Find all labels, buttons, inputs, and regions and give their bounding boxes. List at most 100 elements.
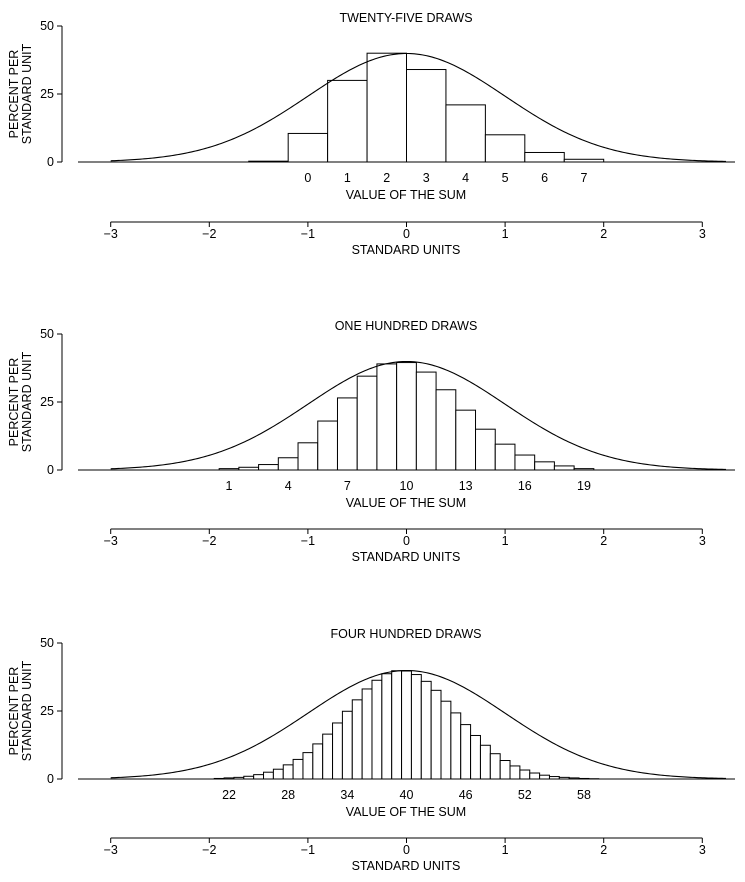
- histogram-bar: [494, 443, 516, 471]
- x-tick-label: 40: [400, 788, 414, 802]
- y-tick-label: 50: [40, 636, 54, 650]
- y-axis-label: PERCENT PER: [7, 50, 21, 139]
- standard-units-tick-label: 1: [502, 227, 509, 241]
- y-tick-label: 25: [40, 395, 54, 409]
- y-tick-label: 50: [40, 19, 54, 33]
- histogram-bar: [302, 752, 314, 780]
- histogram-bar: [376, 363, 398, 471]
- histogram-bar: [410, 674, 422, 780]
- x-tick-label: 34: [340, 788, 354, 802]
- histogram-bar: [415, 371, 437, 471]
- histogram-bar: [479, 744, 491, 780]
- y-tick-label: 0: [47, 772, 54, 786]
- histogram-bar: [272, 768, 284, 780]
- histogram-bar: [351, 699, 363, 780]
- x-tick-label: 2: [383, 171, 390, 185]
- histogram-bar: [341, 710, 353, 780]
- histogram-bar: [356, 375, 378, 471]
- histogram-bar: [489, 753, 501, 780]
- x-tick-label: 6: [541, 171, 548, 185]
- histogram-bar: [524, 151, 565, 163]
- histogram-bar: [420, 680, 432, 780]
- histogram-bar: [277, 457, 299, 471]
- histogram-bar: [445, 104, 486, 163]
- histogram-bar: [317, 420, 338, 471]
- histogram-bar: [371, 679, 383, 780]
- histogram-bar: [573, 468, 595, 471]
- standard-units-tick-label: −2: [202, 534, 216, 548]
- x-tick-label: 58: [577, 788, 591, 802]
- normal-curve: [110, 360, 726, 470]
- histogram-bar: [248, 160, 289, 163]
- panel-title: TWENTY-FIVE DRAWS: [339, 11, 472, 25]
- panel-title: FOUR HUNDRED DRAWS: [331, 627, 482, 641]
- x-tick-label: 7: [344, 479, 351, 493]
- histogram-bar: [430, 689, 442, 780]
- standard-units-tick-label: 3: [699, 227, 706, 241]
- standard-units-tick-label: −1: [301, 227, 315, 241]
- histogram-bar: [213, 777, 225, 780]
- standard-units-tick-label: 3: [699, 843, 706, 857]
- histogram-bar: [312, 743, 324, 780]
- histogram-bar: [578, 777, 590, 780]
- histogram-bar: [440, 700, 452, 780]
- histogram-bar: [514, 454, 536, 471]
- histogram-bar: [233, 776, 245, 780]
- histogram-bar: [282, 764, 294, 780]
- standard-units-tick-label: 0: [403, 227, 410, 241]
- standard-units-tick-label: 1: [502, 534, 509, 548]
- histogram-bar: [396, 362, 417, 471]
- histogram-bar: [258, 464, 279, 471]
- standard-units-label: STANDARD UNITS: [352, 243, 461, 257]
- histogram-bar: [253, 774, 265, 780]
- y-axis-label: PERCENT PER: [7, 358, 21, 447]
- histogram-bar: [558, 776, 570, 780]
- histogram-bar: [435, 389, 457, 471]
- histogram-bar: [563, 158, 605, 163]
- histogram-bar: [327, 79, 368, 163]
- histogram-bar: [322, 733, 334, 780]
- standard-units-label: STANDARD UNITS: [352, 550, 461, 564]
- histogram-bar: [553, 465, 575, 471]
- standard-units-tick-label: 2: [600, 843, 607, 857]
- standard-units-tick-label: −2: [202, 843, 216, 857]
- histogram-bar: [381, 673, 393, 780]
- x-tick-label: 1: [226, 479, 233, 493]
- standard-units-tick-label: −3: [104, 843, 118, 857]
- x-tick-label: 4: [285, 479, 292, 493]
- y-tick-label: 25: [40, 87, 54, 101]
- histogram-bar: [568, 777, 580, 780]
- y-axis-label: STANDARD UNIT: [20, 43, 34, 144]
- standard-units-label: STANDARD UNITS: [352, 859, 461, 873]
- histogram-bar: [238, 466, 260, 471]
- normal-curve: [110, 669, 726, 779]
- standard-units-tick-label: −1: [301, 843, 315, 857]
- x-tick-label: 0: [304, 171, 311, 185]
- histogram-bar: [455, 409, 477, 471]
- y-tick-label: 0: [47, 463, 54, 477]
- x-tick-label: 52: [518, 788, 532, 802]
- y-tick-label: 25: [40, 704, 54, 718]
- histogram-bar: [243, 775, 255, 780]
- histogram-bar: [450, 712, 462, 780]
- histogram-bar: [332, 722, 343, 780]
- y-axis-label: STANDARD UNIT: [20, 660, 34, 761]
- histogram-bar: [263, 771, 274, 780]
- standard-units-tick-label: −3: [104, 227, 118, 241]
- histogram-bar: [499, 760, 511, 780]
- x-axis-label: VALUE OF THE SUM: [346, 496, 466, 510]
- histogram-bar: [509, 765, 521, 780]
- x-tick-label: 19: [577, 479, 591, 493]
- standard-units-tick-label: 2: [600, 227, 607, 241]
- y-axis-label: STANDARD UNIT: [20, 351, 34, 452]
- x-tick-label: 5: [502, 171, 509, 185]
- y-axis-label: PERCENT PER: [7, 667, 21, 756]
- histogram-bar: [534, 461, 555, 471]
- histogram-bar: [287, 132, 329, 163]
- histogram-bar: [297, 442, 319, 471]
- x-tick-label: 22: [222, 788, 236, 802]
